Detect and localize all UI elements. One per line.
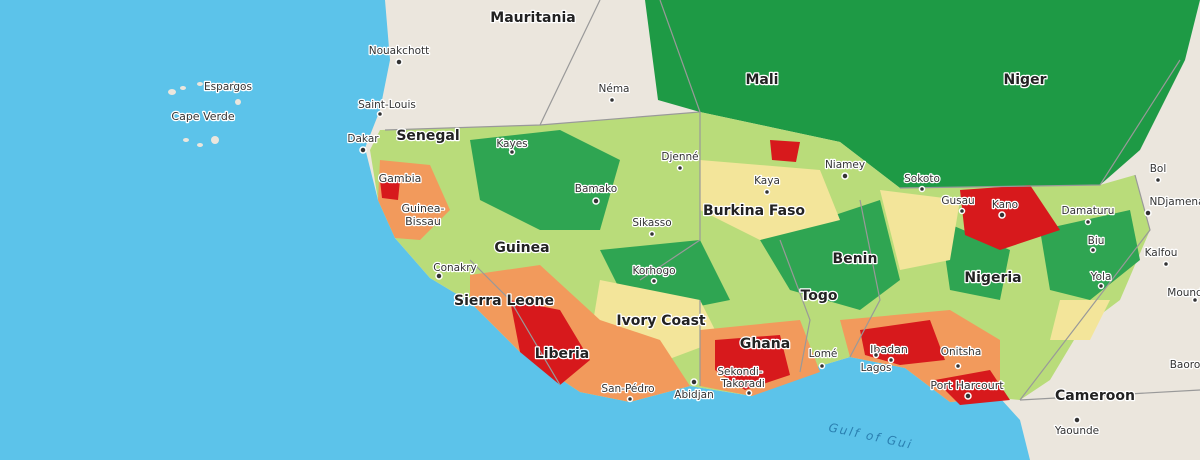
city-label: Kaya: [754, 175, 780, 187]
city-label: Ibadan: [870, 343, 908, 356]
city-label: Conakry: [433, 262, 476, 274]
country-label: Gambia: [379, 172, 422, 185]
city-label: Yola: [1090, 271, 1112, 283]
city-label: Korhogo: [632, 265, 675, 277]
city-label: Kano: [992, 199, 1018, 211]
country-label: Guinea-: [401, 202, 444, 215]
city-label: Yaounde: [1054, 425, 1099, 437]
city-dot: [676, 164, 684, 172]
city-label: San-Pédro: [601, 383, 654, 395]
country-label: Senegal: [396, 128, 459, 144]
city-dot: [841, 172, 849, 180]
city-dot: [650, 277, 658, 285]
city-label: Bol: [1150, 163, 1167, 175]
city-dot: [1097, 282, 1105, 290]
borders: [384, 0, 1200, 401]
country-label: Nigeria: [964, 270, 1021, 286]
city-label: Mound: [1167, 287, 1200, 299]
city-label: Néma: [599, 83, 630, 95]
country-label: Mauritania: [490, 10, 575, 26]
city-dot: [648, 230, 656, 238]
city-label: Abidjan: [674, 389, 713, 401]
city-dot: [690, 378, 698, 386]
country-label: Niger: [1004, 72, 1047, 88]
city-label: Baoro: [1170, 359, 1200, 371]
region-red: [380, 140, 1060, 405]
city-dot: [958, 207, 966, 215]
islands: [168, 81, 241, 147]
city-label: Niamey: [825, 159, 865, 171]
city-label: Nouakchott: [369, 45, 430, 57]
city-label: Sekondi-: [717, 366, 762, 378]
country-label: Guinea: [494, 240, 549, 256]
city-dot: [376, 110, 384, 118]
city-dot: [508, 148, 516, 156]
city-label: Port Harcourt: [930, 379, 1004, 392]
country-label: Cape Verde: [171, 110, 234, 123]
city-dot: [887, 356, 895, 364]
city-dot: [240, 84, 248, 92]
city-dot: [1073, 416, 1081, 424]
country-label: Bissau: [405, 215, 441, 228]
city-label: Dakar: [347, 133, 379, 145]
city-dot: [608, 96, 616, 104]
city-label: Djenné: [661, 151, 698, 163]
city-dot: [1089, 246, 1097, 254]
city-dot: [954, 362, 962, 370]
city-dot: [1191, 296, 1199, 304]
city-label: Kalfou: [1145, 247, 1178, 259]
city-label: Sokoto: [904, 173, 940, 185]
country-label: Ivory Coast: [616, 313, 706, 329]
city-label: Espargos: [204, 81, 252, 93]
city-dot: [435, 272, 443, 280]
city-dot: [1144, 209, 1152, 217]
city-label: Biu: [1088, 235, 1105, 247]
country-label: Liberia: [535, 346, 589, 362]
city-label: Gusau: [941, 195, 974, 207]
city-dot: [763, 188, 771, 196]
city-label: NDjamena: [1149, 196, 1200, 208]
city-dot: [359, 146, 367, 154]
country-label: Cameroon: [1055, 388, 1135, 404]
city-dot: [918, 185, 926, 193]
country-label: Sierra Leone: [454, 293, 554, 309]
city-dot: [1084, 218, 1092, 226]
city-label: Damaturu: [1062, 205, 1115, 217]
city-label: Onitsha: [941, 346, 982, 358]
city-label: Bamako: [575, 183, 617, 195]
city-dot: [818, 362, 826, 370]
city-dot: [395, 58, 403, 66]
city-dot: [1162, 260, 1170, 268]
country-label: Ghana: [740, 336, 790, 352]
region-green-north: [645, 0, 1200, 190]
city-label: Lomé: [809, 348, 838, 360]
city-dot: [1154, 176, 1162, 184]
city-label: Kayes: [496, 138, 527, 150]
country-label: Benin: [833, 251, 878, 267]
labels: Mauritania Nouakchott Espargos Cape Verd…: [170, 9, 1200, 452]
city-dot: [745, 389, 753, 397]
country-label: Togo: [801, 288, 838, 304]
city-label: Saint-Louis: [358, 99, 416, 111]
city-dot: [998, 211, 1006, 219]
city-label: Takoradi: [720, 378, 765, 390]
country-label: Mali: [746, 72, 779, 88]
city-label: Sikasso: [632, 217, 671, 229]
city-dot: [592, 197, 600, 205]
country-label: Burkina Faso: [703, 203, 805, 219]
city-dot: [872, 351, 880, 359]
city-dot: [626, 395, 634, 403]
city-dot: [964, 392, 972, 400]
city-label: Lagos: [861, 362, 892, 374]
